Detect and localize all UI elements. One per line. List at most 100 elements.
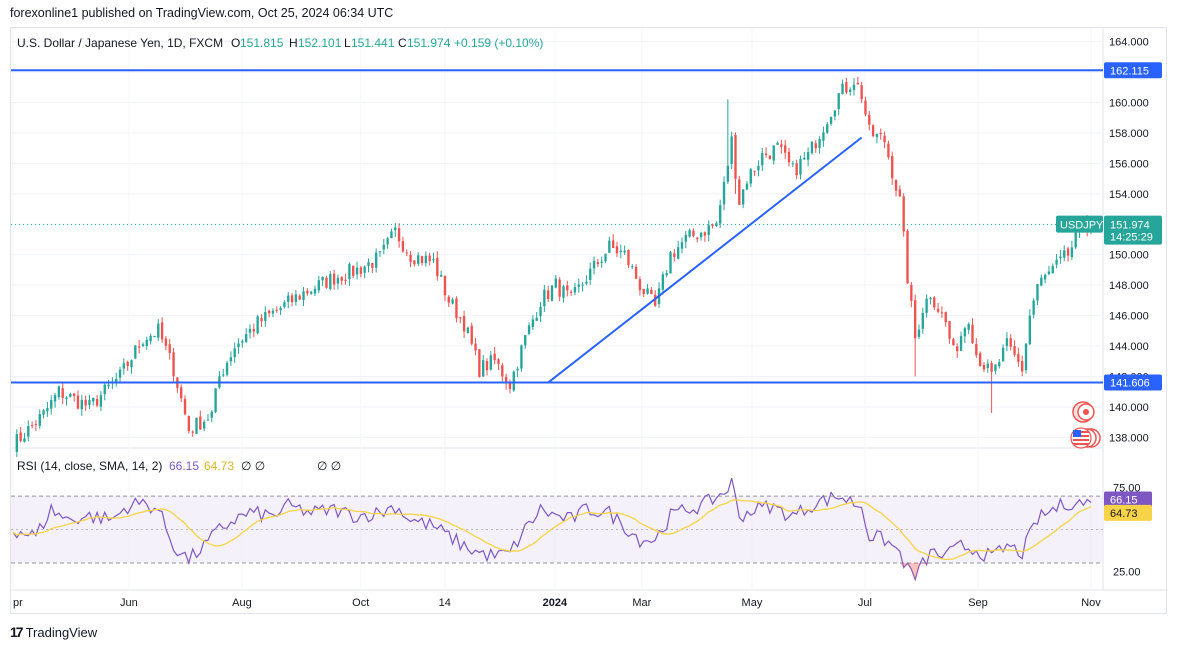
candle: [871, 124, 875, 138]
ohlc-change: +0.159 (+0.10%): [454, 36, 543, 50]
candle: [264, 306, 267, 327]
candle: [719, 199, 722, 228]
candle: [489, 350, 493, 371]
candle: [298, 294, 301, 301]
candle: [317, 275, 321, 294]
candle: [848, 87, 852, 96]
rsi-value-tag: 66.15: [1104, 491, 1152, 508]
x-tick-label: Jul: [858, 597, 872, 609]
candle: [634, 264, 638, 279]
candle: [650, 287, 653, 295]
candle: [195, 417, 198, 434]
candle: [615, 241, 619, 258]
candle: [313, 285, 317, 297]
candle: [1055, 253, 1058, 269]
candle: [302, 286, 305, 307]
candle: [764, 147, 768, 158]
candle: [982, 362, 986, 373]
chart-canvas[interactable]: 138.000140.000142.000144.000146.000148.0…: [11, 28, 1168, 615]
candle: [482, 355, 485, 378]
candle: [845, 77, 848, 95]
candle: [115, 372, 118, 387]
candle: [191, 430, 194, 437]
candle: [1051, 263, 1054, 274]
candle: [688, 228, 691, 238]
candle: [501, 362, 504, 382]
candle: [589, 262, 592, 285]
candle: [929, 297, 932, 305]
rsi-tick-label: 25.00: [1113, 566, 1141, 578]
svg-text:141.606: 141.606: [1110, 377, 1150, 389]
candle: [187, 415, 191, 434]
candle: [936, 302, 940, 314]
candle: [753, 170, 756, 176]
candle: [306, 288, 309, 296]
candle: [267, 309, 271, 318]
candle: [680, 237, 684, 254]
ohlc-low-value: 151.441: [351, 36, 395, 50]
candle: [474, 337, 477, 356]
candle: [336, 274, 340, 290]
tradingview-footer[interactable]: 17 TradingView: [10, 624, 97, 640]
candle: [233, 342, 236, 363]
candle: [76, 390, 80, 410]
candle: [676, 240, 680, 260]
candle: [1043, 273, 1047, 284]
alert-icon[interactable]: [1072, 401, 1095, 423]
candle: [810, 141, 814, 155]
candle: [520, 344, 523, 372]
candle-series: [15, 76, 1093, 457]
candle: [772, 145, 775, 165]
candle: [673, 249, 676, 262]
candle: [699, 231, 703, 241]
candle: [722, 176, 726, 211]
candle: [65, 396, 68, 406]
candle: [141, 342, 145, 348]
candle: [1066, 246, 1070, 262]
candle: [1005, 332, 1009, 352]
candle: [803, 152, 806, 160]
chart-frame[interactable]: 138.000140.000142.000144.000146.000148.0…: [10, 27, 1168, 615]
candle: [88, 394, 91, 409]
candle: [34, 420, 38, 431]
rsi-title[interactable]: RSI (14, close, SMA, 14, 2): [17, 459, 162, 473]
svg-text:14:25:29: 14:25:29: [1110, 232, 1153, 244]
candle: [69, 392, 72, 398]
candle: [130, 359, 133, 374]
candle: [15, 429, 19, 457]
candle: [780, 139, 783, 154]
candle: [493, 346, 496, 365]
candle: [864, 96, 867, 117]
symbol-title[interactable]: U.S. Dollar / Japanese Yen, 1D, FXCM: [17, 36, 223, 50]
candle: [30, 421, 34, 429]
trend-line[interactable]: [547, 136, 863, 384]
candle: [256, 314, 259, 335]
candle: [386, 236, 389, 249]
time-axis[interactable]: pr Jun Aug Oct 14 2024 Mar May Jul Sep Nov: [13, 597, 1101, 609]
candle: [134, 345, 137, 359]
y-tick-label: 164.000: [1109, 37, 1149, 49]
ohlc-high-label: H: [289, 36, 298, 50]
candle: [745, 180, 749, 191]
candle: [252, 323, 256, 338]
x-tick-label: 14: [439, 597, 451, 609]
candle: [585, 275, 588, 286]
rsi-sma-tag: 64.73: [1104, 504, 1152, 521]
candle: [466, 326, 470, 334]
drawing-layer[interactable]: [11, 69, 1103, 384]
candle: [998, 359, 1001, 369]
candle: [1040, 274, 1043, 287]
svg-text:66.15: 66.15: [1110, 495, 1138, 507]
candle: [1021, 355, 1024, 377]
candle: [485, 358, 489, 376]
candle: [669, 250, 672, 274]
us-flag-icon[interactable]: [1070, 427, 1101, 449]
candle: [913, 294, 917, 377]
candle: [1047, 265, 1051, 276]
candle: [244, 328, 248, 343]
candle: [1059, 249, 1062, 264]
rsi-sma-value: 64.73: [204, 459, 234, 473]
publisher-line: forexonline1 published on TradingView.co…: [10, 6, 394, 20]
svg-text:64.73: 64.73: [1110, 508, 1138, 520]
